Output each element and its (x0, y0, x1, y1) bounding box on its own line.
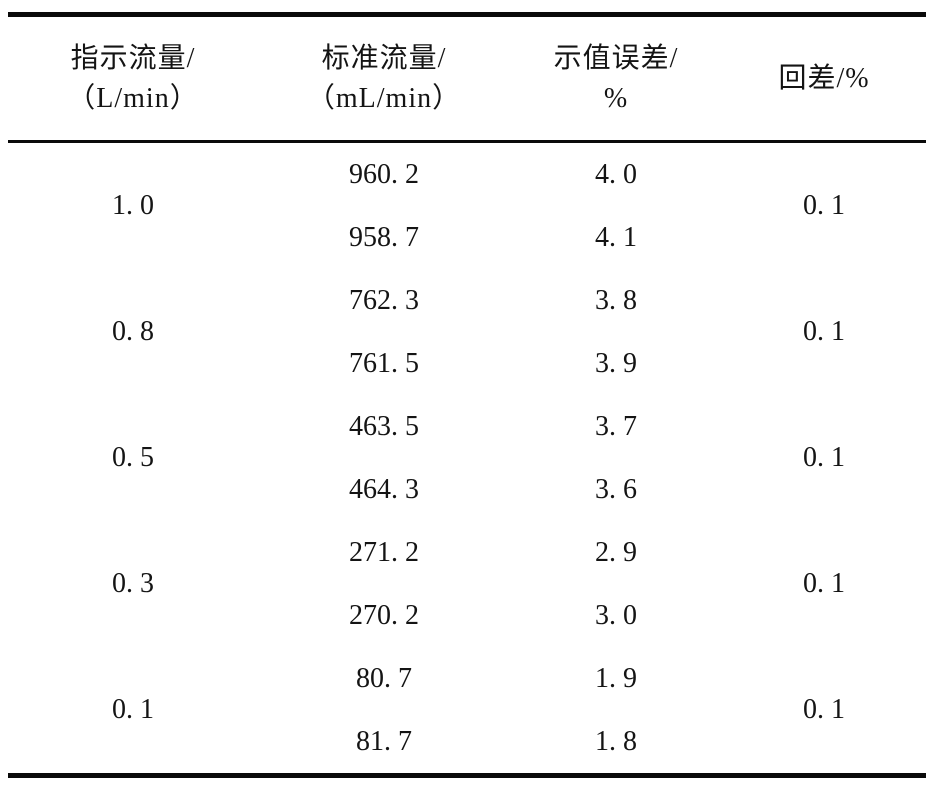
cell-indication-error: 1. 9 (595, 662, 637, 694)
cell-indicated-flow: 0. 8 (112, 316, 154, 347)
col-header-hysteresis: 回差/% (722, 15, 926, 142)
cell-standard-flow: 81. 7 (356, 725, 412, 757)
cell-indicated-flow: 0. 1 (112, 694, 154, 725)
header-line: （mL/min） (306, 82, 462, 114)
table-row: 464. 3 3. 6 (8, 458, 926, 521)
cell-indicated-flow: 1. 0 (112, 190, 154, 221)
header-row: 指示流量/ （L/min） 标准流量/ （mL/min） 示值误差/ % 回差/… (8, 15, 926, 142)
cell-indicated-flow: 0. 3 (112, 568, 154, 599)
cell-standard-flow: 762. 3 (349, 284, 419, 316)
cell-standard-flow: 464. 3 (349, 473, 419, 505)
header-line: % (603, 82, 629, 114)
cell-indication-error: 2. 9 (595, 536, 637, 568)
col-header-indication-error: 示值误差/ % (510, 15, 722, 142)
cell-standard-flow: 270. 2 (349, 599, 419, 631)
table-row: 81. 7 1. 8 (8, 710, 926, 776)
cell-hysteresis: 0. 1 (803, 694, 845, 725)
cell-hysteresis: 0. 1 (803, 316, 845, 347)
col-header-standard-flow: 标准流量/ （mL/min） (258, 15, 510, 142)
col-header-indicated-flow: 指示流量/ （L/min） (8, 15, 258, 142)
cell-indication-error: 3. 6 (595, 473, 637, 505)
cell-standard-flow: 958. 7 (349, 221, 419, 253)
table-row: 0. 3 271. 2 2. 9 0. 1 (8, 521, 926, 600)
cell-hysteresis: 0. 1 (803, 190, 845, 221)
header-line: 回差/% (778, 62, 870, 94)
cell-hysteresis: 0. 1 (803, 442, 845, 473)
flow-calibration-table: 指示流量/ （L/min） 标准流量/ （mL/min） 示值误差/ % 回差/… (8, 12, 926, 778)
header-line: 标准流量/ (321, 42, 447, 74)
cell-indication-error: 3. 9 (595, 347, 637, 379)
cell-hysteresis: 0. 1 (803, 568, 845, 599)
cell-indication-error: 3. 8 (595, 284, 637, 316)
cell-standard-flow: 463. 5 (349, 410, 419, 442)
table-row: 761. 5 3. 9 (8, 332, 926, 395)
table-row: 270. 2 3. 0 (8, 584, 926, 647)
cell-indication-error: 4. 1 (595, 221, 637, 253)
cell-indication-error: 1. 8 (595, 725, 637, 757)
table-body: 1. 0 960. 2 4. 0 0. 1 958. 7 4. 1 0. 8 7… (8, 142, 926, 776)
table-row: 0. 5 463. 5 3. 7 0. 1 (8, 395, 926, 474)
cell-standard-flow: 960. 2 (349, 158, 419, 190)
cell-indication-error: 3. 0 (595, 599, 637, 631)
table-row: 0. 1 80. 7 1. 9 0. 1 (8, 647, 926, 726)
table-row: 1. 0 960. 2 4. 0 0. 1 (8, 142, 926, 222)
table-header: 指示流量/ （L/min） 标准流量/ （mL/min） 示值误差/ % 回差/… (8, 15, 926, 142)
cell-standard-flow: 761. 5 (349, 347, 419, 379)
header-line: 示值误差/ (553, 42, 679, 74)
header-line: （L/min） (67, 82, 199, 114)
cell-indicated-flow: 0. 5 (112, 442, 154, 473)
table-row: 958. 7 4. 1 (8, 206, 926, 269)
cell-indication-error: 3. 7 (595, 410, 637, 442)
cell-standard-flow: 80. 7 (356, 662, 412, 694)
cell-indication-error: 4. 0 (595, 158, 637, 190)
cell-standard-flow: 271. 2 (349, 536, 419, 568)
header-line: 指示流量/ (70, 42, 196, 74)
table-row: 0. 8 762. 3 3. 8 0. 1 (8, 269, 926, 348)
